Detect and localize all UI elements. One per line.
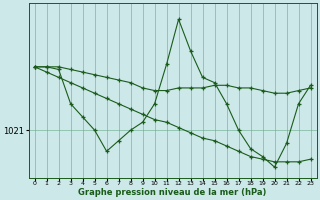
X-axis label: Graphe pression niveau de la mer (hPa): Graphe pression niveau de la mer (hPa) [78,188,267,197]
